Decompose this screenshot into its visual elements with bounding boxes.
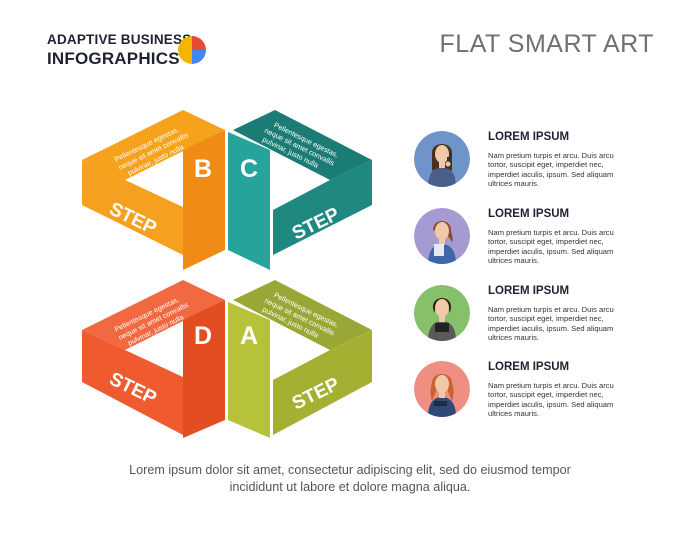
step-d-top-band	[82, 280, 225, 350]
item-title: LOREM IPSUM	[488, 208, 570, 220]
step-b-pillar	[183, 130, 225, 270]
pie-logo-icon	[178, 36, 206, 64]
step-a-top-band	[233, 280, 372, 350]
item-body: Nam pretium turpis et arcu. Duis arcu to…	[488, 381, 614, 419]
woman-folder-icon	[414, 208, 470, 264]
woman-phone-icon	[414, 131, 470, 187]
brand-text: ADAPTIVE BUSINESS INFOGRAPHICS	[47, 33, 191, 67]
item-body: Nam pretium turpis et arcu. Duis arcu to…	[488, 151, 614, 189]
page-title: FLAT SMART ART	[439, 30, 654, 58]
step-a-label-band	[273, 330, 372, 435]
footer-text: Lorem ipsum dolor sit amet, consectetur …	[0, 462, 700, 495]
brand-line-2: INFOGRAPHICS	[47, 48, 180, 68]
footer-line-1: Lorem ipsum dolor sit amet, consectetur …	[129, 463, 571, 477]
step-a-pillar	[228, 302, 270, 438]
brand-line-1: ADAPTIVE BUSINESS	[47, 32, 192, 47]
woman-tablet-icon	[414, 285, 470, 341]
item-title: LOREM IPSUM	[488, 285, 570, 297]
step-c-label-band	[273, 160, 372, 255]
item-title: LOREM IPSUM	[488, 361, 570, 373]
step-c-letter: C	[240, 155, 258, 183]
footer-line-2: incididunt ut labore et dolore magna ali…	[229, 479, 471, 494]
step-b-top-band	[82, 110, 225, 180]
woman-notebook-icon	[414, 361, 470, 417]
step-b-letter: B	[194, 155, 212, 183]
step-c-top-band	[233, 110, 372, 180]
step-d-label-band	[82, 330, 185, 435]
item-body: Nam pretium turpis et arcu. Duis arcu to…	[488, 305, 614, 343]
item-title: LOREM IPSUM	[488, 131, 570, 143]
step-d-letter: D	[194, 322, 212, 350]
step-d-pillar	[183, 300, 225, 438]
step-a-letter: A	[240, 322, 258, 350]
step-c-pillar	[228, 132, 270, 270]
item-body: Nam pretium turpis et arcu. Duis arcu to…	[488, 228, 614, 266]
step-b-label-band	[82, 160, 185, 255]
